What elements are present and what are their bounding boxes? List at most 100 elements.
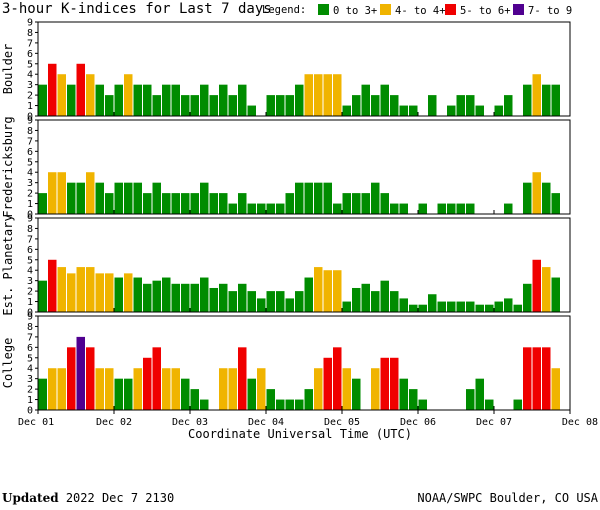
k-index-bar xyxy=(67,273,76,312)
k-index-bar xyxy=(361,283,370,312)
y-tick-label: 6 xyxy=(27,343,33,354)
k-index-bar xyxy=(513,399,522,410)
k-index-bar xyxy=(133,277,142,312)
k-index-bar xyxy=(76,182,85,214)
y-tick-label: 0 xyxy=(27,308,33,319)
k-index-bar xyxy=(551,368,560,410)
k-index-bar xyxy=(86,347,95,410)
k-index-bar xyxy=(48,172,57,214)
updated-timestamp: Updated 2022 Dec 7 2130 xyxy=(2,491,174,505)
k-index-bar xyxy=(409,389,418,410)
k-index-bar xyxy=(133,84,142,116)
k-index-bar xyxy=(475,378,484,410)
k-index-bar xyxy=(513,304,522,312)
k-index-bar xyxy=(428,95,437,116)
k-index-bar xyxy=(238,283,247,312)
k-index-bar xyxy=(437,203,446,214)
y-tick-label: 3 xyxy=(27,80,33,91)
y-tick-label: 5 xyxy=(27,157,33,168)
k-index-bar xyxy=(181,193,190,214)
k-index-bar xyxy=(38,280,47,312)
k-index-bar xyxy=(124,273,133,312)
k-index-bar xyxy=(105,273,114,312)
k-index-bar xyxy=(475,105,484,116)
k-index-bar xyxy=(209,193,218,214)
y-tick-label: 2 xyxy=(27,91,33,102)
k-index-bar xyxy=(238,193,247,214)
k-index-bar xyxy=(532,172,541,214)
k-index-bar xyxy=(542,347,551,410)
y-tick-label: 7 xyxy=(27,136,33,147)
k-index-bar xyxy=(247,203,256,214)
y-tick-label: 3 xyxy=(27,276,33,287)
k-index-bar xyxy=(86,74,95,116)
k-index-bar xyxy=(200,84,209,116)
x-tick-label: Dec 02 xyxy=(96,417,132,428)
k-index-bar xyxy=(466,301,475,312)
y-tick-label: 6 xyxy=(27,147,33,158)
k-index-bar xyxy=(314,182,323,214)
y-tick-label: 1 xyxy=(27,101,33,112)
k-index-bar xyxy=(523,347,532,410)
panel-frame xyxy=(37,119,571,215)
k-index-bar xyxy=(342,368,351,410)
k-index-bar xyxy=(152,95,161,116)
legend-label: 4- to 4+ xyxy=(395,5,446,17)
k-index-bar xyxy=(143,357,152,410)
x-tick-label: Dec 03 xyxy=(172,417,208,428)
k-index-bar xyxy=(133,182,142,214)
y-tick-label: 4 xyxy=(27,266,33,277)
y-tick-label: 4 xyxy=(27,364,33,375)
k-index-bar xyxy=(361,84,370,116)
k-index-bar xyxy=(219,283,228,312)
y-tick-label: 2 xyxy=(27,385,33,396)
panel-frame xyxy=(37,217,571,313)
k-index-bar xyxy=(181,95,190,116)
k-index-bar xyxy=(209,95,218,116)
k-index-bar xyxy=(380,357,389,410)
k-index-bar xyxy=(466,389,475,410)
y-tick-label: 0 xyxy=(27,112,33,123)
panel-label: College xyxy=(1,338,15,389)
k-index-bar xyxy=(190,193,199,214)
k-index-bar xyxy=(551,193,560,214)
k-index-bar xyxy=(380,193,389,214)
k-index-bar xyxy=(266,203,275,214)
k-index-bar xyxy=(105,95,114,116)
k-index-bar xyxy=(304,277,313,312)
k-index-bar xyxy=(485,399,494,410)
k-index-bar xyxy=(551,277,560,312)
legend-item-7-to-9: 7- to 9 xyxy=(513,4,572,17)
legend-item-4-to-4: 4- to 4+ xyxy=(380,4,446,17)
k-index-bar xyxy=(523,84,532,116)
k-index-bar xyxy=(399,378,408,410)
k-index-bar xyxy=(323,357,332,410)
y-tick-label: 5 xyxy=(27,255,33,266)
y-tick-label: 3 xyxy=(27,178,33,189)
y-tick-label: 6 xyxy=(27,245,33,256)
k-index-bar xyxy=(38,378,47,410)
k-index-bar xyxy=(342,193,351,214)
k-index-bar xyxy=(162,368,171,410)
k-index-bar xyxy=(380,84,389,116)
data-source: NOAA/SWPC Boulder, CO USA xyxy=(417,491,598,505)
k-index-bar xyxy=(276,203,285,214)
k-index-bar xyxy=(371,368,380,410)
k-index-bar xyxy=(67,347,76,410)
k-index-bar xyxy=(152,347,161,410)
y-tick-label: 9 xyxy=(27,214,33,225)
k-index-bar xyxy=(361,193,370,214)
k-index-bar xyxy=(105,193,114,214)
legend-label: 0 to 3+ xyxy=(333,5,378,17)
k-index-bar xyxy=(276,399,285,410)
k-index-bar xyxy=(542,84,551,116)
k-index-bar xyxy=(181,283,190,312)
k-index-bar xyxy=(247,378,256,410)
k-index-bar xyxy=(466,203,475,214)
k-index-bar xyxy=(475,304,484,312)
y-tick-label: 5 xyxy=(27,353,33,364)
k-index-bar xyxy=(447,203,456,214)
